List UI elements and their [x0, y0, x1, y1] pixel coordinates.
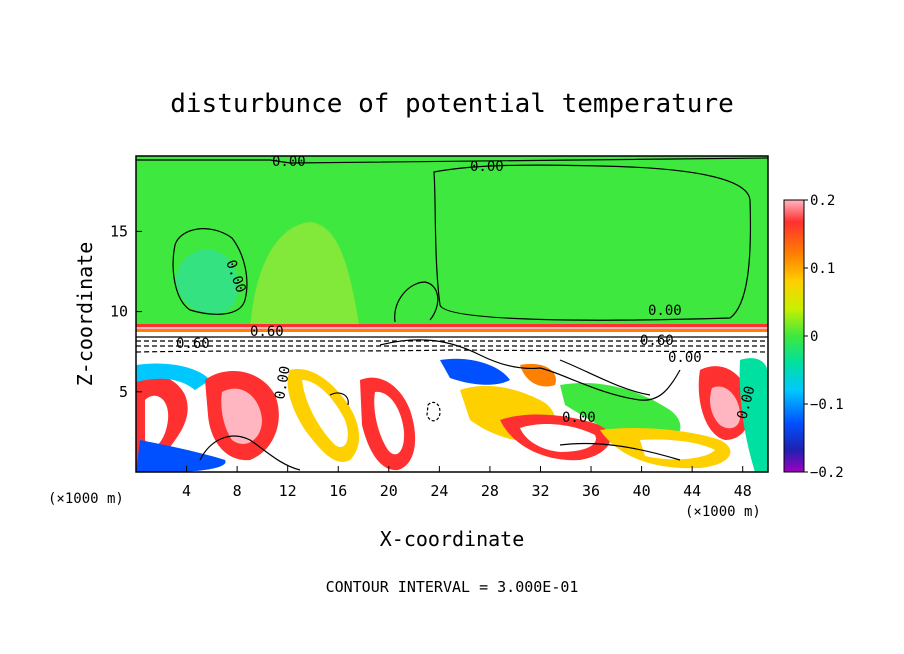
- y-tick-label: 5: [119, 383, 128, 401]
- x-tick-label: 44: [683, 482, 701, 500]
- turbulent-blobs: [136, 340, 768, 472]
- inversion-red: [136, 324, 768, 327]
- contour-label: 0.60: [640, 333, 674, 349]
- contour-interval-note: CONTOUR INTERVAL = 3.000E-01: [326, 578, 579, 596]
- x-tick-label: 16: [329, 482, 347, 500]
- plot-frame: [135, 155, 769, 473]
- chart-title: disturbunce of potential temperature: [170, 89, 734, 119]
- contour-label: 0.60: [250, 324, 284, 340]
- colorbar-tick-label: 0.2: [810, 193, 835, 209]
- x-tick-label: 24: [430, 482, 448, 500]
- x-tick-label: 28: [481, 482, 499, 500]
- x-tick-label: 20: [380, 482, 398, 500]
- contour-label: 0.00: [470, 159, 504, 175]
- y-tick-label: 10: [110, 303, 128, 321]
- contour-label: 0.00: [562, 410, 596, 426]
- contour-label: 0.00: [272, 365, 294, 401]
- contour-label: 0.00: [272, 154, 306, 170]
- x-axis-unit: (×1000 m): [685, 504, 761, 520]
- colorbar: [783, 199, 805, 473]
- colorbar-tick-label: 0: [810, 329, 818, 345]
- y-axis-ticks: 5 10 15: [110, 222, 142, 401]
- contour-lines: [136, 157, 768, 471]
- upper-layer-fill: [136, 156, 768, 332]
- contour-label: 0.00: [648, 303, 682, 319]
- colorbar-tick-label: −0.2: [810, 465, 844, 481]
- y-axis-unit: (×1000 m): [48, 491, 124, 507]
- contour-label: 0.60: [176, 336, 210, 352]
- x-tick-label: 40: [633, 482, 651, 500]
- x-tick-label: 36: [582, 482, 600, 500]
- colorbar-tick-label: −0.1: [810, 397, 844, 413]
- field-plot-area: [136, 156, 768, 472]
- x-tick-label: 48: [734, 482, 752, 500]
- inversion-pink: [136, 327, 768, 329]
- x-tick-label: 4: [182, 482, 191, 500]
- positive-bulge: [250, 222, 360, 330]
- colorbar-ticks: 0.2 0.1 0 −0.1 −0.2: [804, 193, 844, 481]
- contour-label: 0.00: [668, 350, 702, 366]
- x-tick-label: 32: [531, 482, 549, 500]
- x-axis-label: X-coordinate: [380, 527, 525, 551]
- x-axis-ticks: 4 8 12 16 20 24 28 32 36 40 44 48: [182, 466, 752, 500]
- colorbar-tick-label: 0.1: [810, 261, 835, 277]
- inversion-orange: [136, 329, 768, 332]
- x-tick-label: 12: [279, 482, 297, 500]
- y-axis-label: Z-coordinate: [73, 242, 97, 387]
- negative-pocket: [175, 249, 239, 315]
- y-tick-label: 15: [110, 222, 128, 240]
- x-tick-label: 8: [233, 482, 242, 500]
